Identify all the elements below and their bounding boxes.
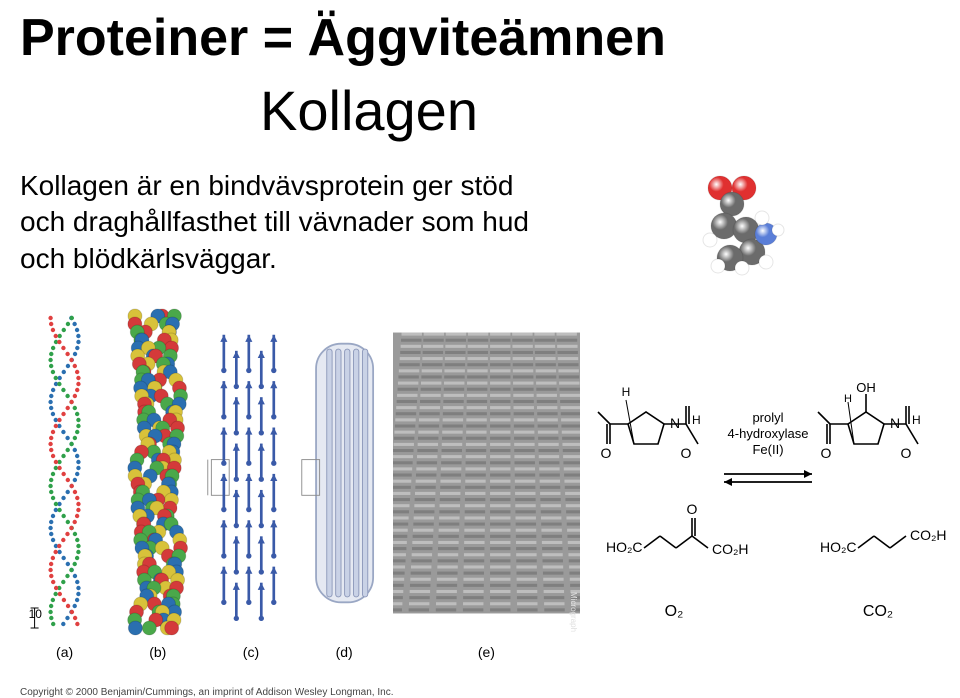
svg-text:CO₂H: CO₂H [712,541,749,557]
hydroxylation-scheme: H N H O O OH H N H [588,380,948,640]
panel-c: (c) [206,308,295,638]
scale-label: 10 [29,607,43,621]
svg-text:OH: OH [856,380,876,395]
svg-text:HO₂C: HO₂C [606,539,643,555]
svg-text:CO₂H: CO₂H [910,527,947,543]
svg-text:prolyl: prolyl [752,410,783,425]
o2-label: O₂ [665,603,684,620]
figure-copyright: Copyright © 2000 Benjamin/Cummings, an i… [20,687,393,698]
svg-text:O: O [821,445,832,461]
panel-b: (b) [113,308,202,638]
page-title: Proteiner = Äggviteämnen [20,8,666,68]
svg-text:HO₂C: HO₂C [820,539,857,555]
panel-b-label: (b) [149,644,166,660]
enzyme-label: prolyl 4-hydroxylase Fe(II) [724,410,812,486]
panel-e-label: (e) [478,644,495,660]
svg-text:O: O [901,445,912,461]
alpha-ketoglutarate: HO₂C O CO₂H [606,501,749,557]
body-text: Kollagen är en bindvävsprotein ger stöd … [20,168,540,277]
proline-residue-left: H N H O O [598,385,701,461]
svg-text:O: O [687,501,698,517]
svg-text:N: N [890,415,900,431]
panel-d-label: (d) [336,644,353,660]
succinate: HO₂C CO₂H [820,527,947,555]
panel-d: (d) [300,308,389,638]
watermark: Micrograph [569,592,578,632]
svg-text:N: N [670,415,680,431]
svg-text:4-hydroxylase: 4-hydroxylase [728,426,809,441]
page-subtitle: Kollagen [260,78,478,143]
panel-a-label: (a) [56,644,73,660]
co2-label: CO₂ [863,603,893,620]
svg-text:O: O [601,445,612,461]
hydroxyproline-residue-right: OH H N H O O [818,380,921,461]
proline-3d-molecule [680,170,790,280]
svg-text:Fe(II): Fe(II) [752,442,783,457]
svg-text:O: O [681,445,692,461]
panel-a: 10 (a) [20,308,109,638]
panel-c-label: (c) [243,644,259,660]
collagen-structure-figure: 10 (a) (b) (c) [20,308,580,668]
panel-e: Micrograph (e) [393,308,580,638]
svg-text:H: H [622,385,631,399]
svg-text:H: H [692,413,701,427]
svg-text:H: H [912,413,921,427]
